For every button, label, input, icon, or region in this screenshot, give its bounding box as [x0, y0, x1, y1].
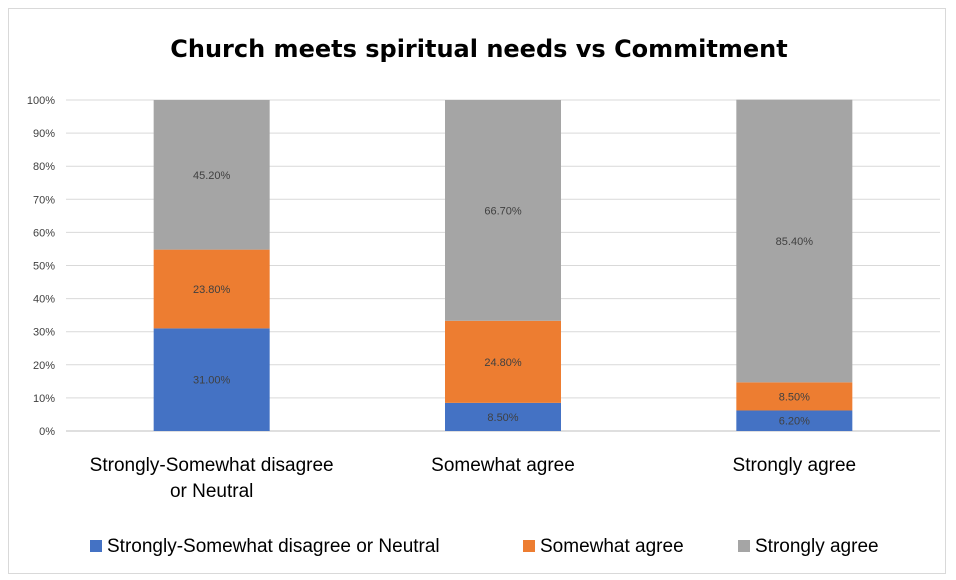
data-label: 6.20%	[779, 416, 810, 428]
x-category-label: Strongly-Somewhat disagree	[90, 455, 334, 476]
y-tick-label: 40%	[33, 294, 55, 306]
data-label: 31.00%	[193, 375, 231, 387]
x-category-label: Somewhat agree	[431, 455, 575, 476]
data-label: 85.40%	[776, 236, 814, 248]
legend: Strongly-Somewhat disagree or Neutral Som…	[90, 536, 879, 557]
legend-swatch	[738, 540, 750, 552]
y-tick-label: 30%	[33, 327, 55, 339]
bar-segment	[153, 328, 270, 431]
bar-segment	[445, 402, 561, 431]
bar-segment	[736, 99, 853, 383]
y-tick-label: 60%	[33, 227, 55, 239]
y-tick-label: 10%	[33, 393, 55, 405]
data-label: 8.50%	[487, 412, 518, 424]
data-label: 45.20%	[193, 170, 231, 182]
x-category-label: or Neutral	[170, 481, 253, 502]
y-tick-label: 50%	[33, 261, 55, 273]
data-label: 23.80%	[193, 284, 231, 296]
data-label: 24.80%	[484, 357, 522, 369]
legend-swatch	[90, 540, 102, 552]
bar-segment	[736, 410, 853, 431]
bar-segment	[736, 382, 853, 411]
bar-segment	[445, 100, 561, 321]
y-tick-label: 70%	[33, 194, 55, 206]
legend-swatch	[523, 540, 535, 552]
y-tick-label: 20%	[33, 360, 55, 372]
bar-segment	[153, 100, 270, 250]
y-axis: 0% 10% 20% 30% 40% 50% 60% 70% 80% 90% 100%	[27, 95, 55, 438]
legend-label: Strongly agree	[755, 536, 879, 557]
y-tick-label: 90%	[33, 128, 55, 140]
bar-segment	[153, 249, 270, 329]
bars: 31.00% 23.80% 45.20% 8.50% 24.80% 66.70% 6.20%…	[153, 99, 853, 431]
data-label: 8.50%	[779, 391, 810, 403]
x-category-label: Strongly agree	[733, 455, 857, 476]
chart-title: Church meets spiritual needs vs Commitme…	[170, 35, 787, 63]
x-axis: Strongly-Somewhat disagree or Neutral Some…	[90, 455, 856, 502]
legend-label: Strongly-Somewhat disagree or Neutral	[107, 536, 440, 557]
y-tick-label: 80%	[33, 161, 55, 173]
legend-label: Somewhat agree	[540, 536, 684, 557]
bar-segment	[445, 320, 561, 403]
data-label: 66.70%	[484, 205, 522, 217]
y-tick-label: 100%	[27, 95, 55, 107]
y-tick-label: 0%	[39, 426, 55, 438]
